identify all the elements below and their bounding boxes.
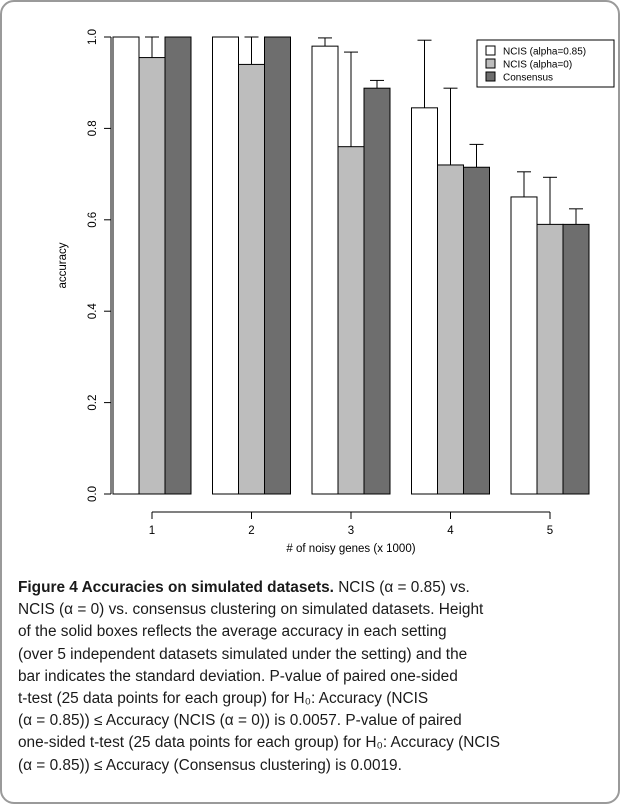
y-tick-label: 0.6: [87, 212, 99, 228]
legend-label: NCIS (alpha=0): [503, 60, 572, 71]
bar: [311, 45, 339, 495]
bar: [411, 107, 438, 495]
x-tick-label: 2: [248, 525, 254, 537]
chart-bars: [112, 36, 590, 495]
caption-line: NCIS (α = 0) vs. consensus clustering on…: [18, 601, 484, 619]
caption-line: one-sided t-test (25 data points for eac…: [18, 734, 501, 752]
bar: [463, 166, 490, 495]
caption-line: NCIS (α = 0.85) vs.: [338, 579, 470, 596]
caption-line: (α = 0.85)) ≤ Accuracy (NCIS (α = 0)) is…: [18, 712, 462, 730]
x-tick-label: 3: [348, 525, 354, 537]
legend-swatch: [485, 45, 496, 56]
bar: [164, 36, 192, 495]
bar: [238, 63, 265, 495]
y-axis-title: accuracy: [57, 242, 69, 288]
caption-title: Figure 4 Accuracies on simulated dataset…: [18, 579, 334, 596]
bar: [536, 223, 564, 495]
chart-axes: 0.0 0.2 0.4 0.6 0.8 1.0 accuracy 1 2 3 4 5 # of nois…: [57, 29, 553, 555]
x-tick-label: 1: [149, 525, 155, 537]
bar: [437, 164, 464, 495]
legend-swatch: [485, 71, 496, 82]
y-tick-label: 0.0: [87, 486, 99, 502]
caption-line: (α = 0.85)) ≤ Accuracy (Consensus cluste…: [18, 756, 402, 774]
caption-line: of the solid boxes reflects the average …: [18, 623, 447, 641]
bar-chart: 0.0 0.2 0.4 0.6 0.8 1.0 accuracy 1 2 3 4 5 # of nois…: [57, 29, 615, 555]
y-tick-label: 0.4: [87, 303, 99, 320]
bar: [112, 36, 140, 495]
legend-swatch: [485, 58, 496, 69]
bar: [212, 36, 239, 495]
y-tick-label: 0.2: [87, 395, 99, 411]
caption-line: bar indicates the standard deviation. P-…: [18, 667, 458, 685]
bar: [264, 36, 291, 495]
bar: [510, 196, 538, 495]
chart-error-bars: [119, 36, 583, 225]
chart-legend: NCIS (alpha=0.85) NCIS (alpha=0) Consensus: [476, 39, 615, 88]
bar: [138, 57, 166, 495]
caption-line: t-test (25 data points for each group) f…: [18, 690, 429, 708]
legend-box: [476, 39, 615, 88]
x-tick-label: 5: [547, 525, 553, 537]
y-tick-label: 1.0: [87, 29, 99, 45]
caption-line: (over 5 independent datasets simulated u…: [18, 645, 468, 663]
legend-label: Consensus: [503, 73, 553, 84]
figure-caption: Figure 4 Accuracies on simulated dataset…: [18, 577, 616, 777]
bar: [363, 87, 391, 495]
legend-label: NCIS (alpha=0.85): [503, 47, 586, 58]
bar: [337, 146, 365, 495]
x-tick-label: 4: [447, 525, 454, 537]
x-axis-title: # of noisy genes (x 1000): [286, 543, 415, 555]
y-tick-label: 0.8: [87, 120, 99, 136]
bar: [562, 223, 590, 495]
